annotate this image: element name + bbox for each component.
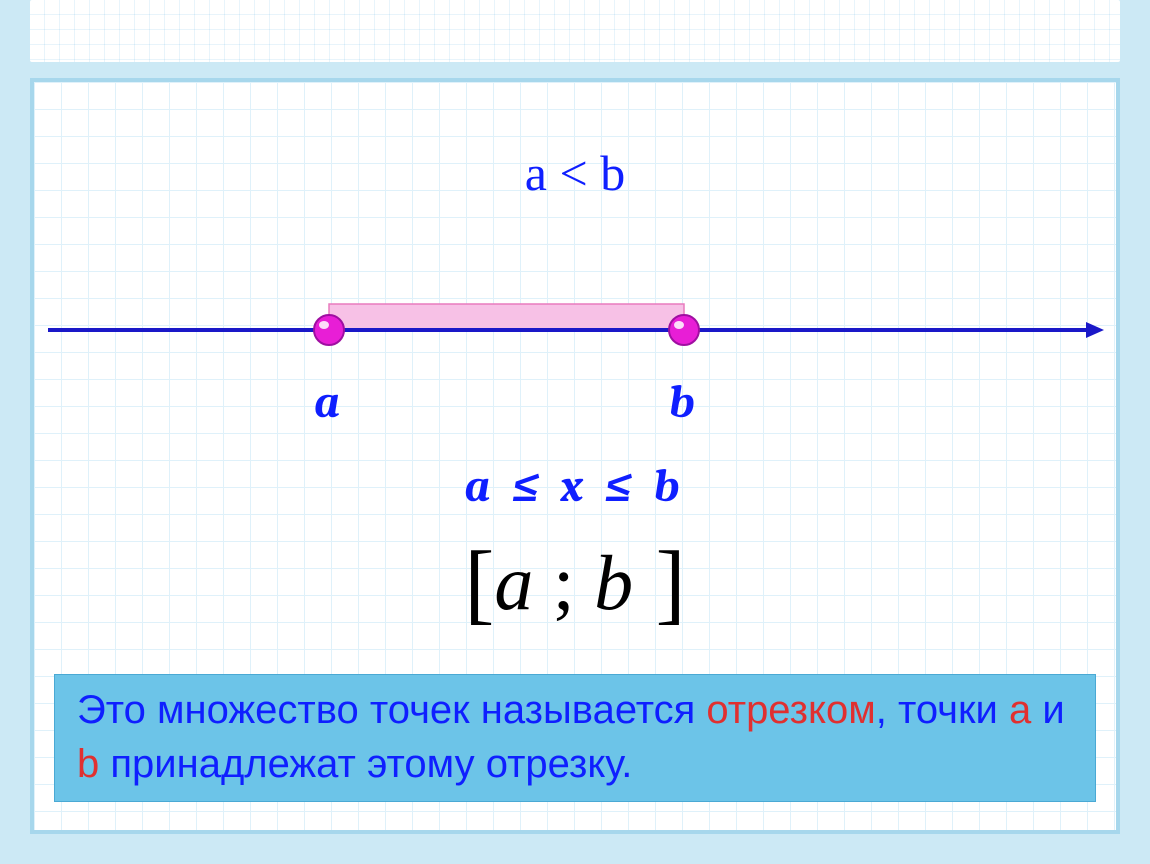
label-a: a	[314, 376, 340, 429]
caption-p1: Это множество точек называется	[77, 688, 706, 732]
interval-right-var: b	[594, 539, 633, 626]
bracket-open: [	[464, 534, 494, 633]
point-b-highlight	[674, 321, 684, 329]
number-line-arrow	[1086, 322, 1104, 338]
interval-notation: [a ; b ]	[34, 532, 1116, 635]
slide-card: a < b a b a ≤ x ≤ b [a ; b ] Это множест…	[30, 78, 1120, 834]
point-a-highlight	[319, 321, 329, 329]
point-b	[669, 315, 699, 345]
point-a	[314, 315, 344, 345]
top-strip	[30, 0, 1120, 62]
label-b: b	[669, 376, 695, 429]
bracket-close: ]	[633, 534, 685, 633]
caption-p2: отрезком	[706, 688, 875, 732]
caption-p3: , точки	[876, 688, 1009, 732]
caption-box: Это множество точек называется отрезком,…	[54, 674, 1096, 802]
caption-p6: b	[77, 742, 99, 786]
segment-bar	[329, 304, 684, 330]
interval-left-var: a	[494, 539, 533, 626]
caption-p7: принадлежат этому отрезку.	[99, 742, 632, 786]
caption-p5: и	[1031, 688, 1064, 732]
caption-p4: а	[1009, 688, 1031, 732]
inequality-expression: a ≤ x ≤ b	[34, 460, 1116, 513]
interval-sep: ;	[533, 539, 594, 626]
